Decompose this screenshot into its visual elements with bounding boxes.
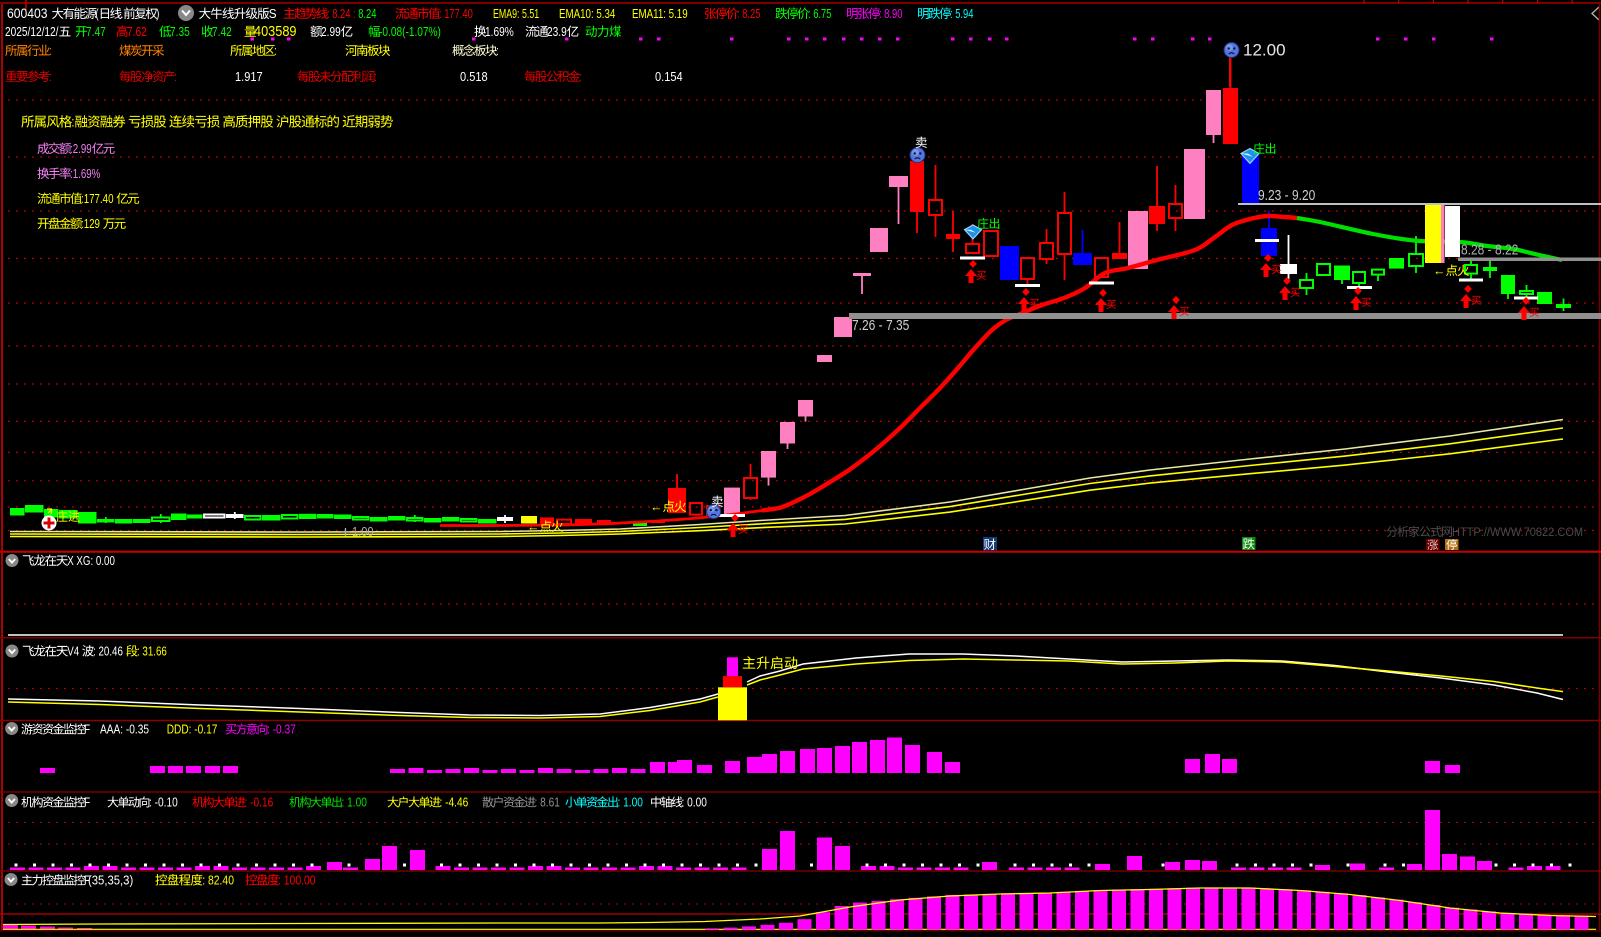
svg-text::129: :129	[81, 218, 103, 232]
svg-text:AAA: -0.35: AAA: -0.35	[100, 722, 149, 736]
svg-text:←: ←	[650, 500, 663, 514]
svg-text:0.518: 0.518	[460, 69, 488, 84]
svg-text:EMA10: 5.34: EMA10: 5.34	[559, 8, 616, 22]
svg-text::2.99: :2.99	[70, 143, 92, 157]
svg-text:: 6.75: : 6.75	[808, 8, 831, 22]
svg-text:.: .	[121, 8, 124, 22]
svg-text:V4: V4	[67, 645, 82, 659]
svg-text:: -4.46: : -4.46	[440, 795, 469, 809]
svg-text:7.42: 7.42	[212, 25, 232, 39]
svg-text::: :	[274, 44, 277, 58]
svg-text:: 82.40: : 82.40	[202, 873, 234, 887]
svg-text:9.23 - 9.20: 9.23 - 9.20	[1258, 187, 1316, 204]
svg-text:-0.08(-1.07%): -0.08(-1.07%)	[379, 25, 441, 39]
svg-text::: :	[71, 114, 74, 129]
svg-text:1.00: 1.00	[352, 524, 374, 539]
svg-text::: :	[350, 8, 358, 22]
svg-text:DDD: -0.17: DDD: -0.17	[167, 722, 218, 736]
svg-text::: :	[49, 70, 52, 84]
svg-text:: 5.94: : 5.94	[950, 8, 973, 22]
svg-text:: 8.25: : 8.25	[737, 8, 760, 22]
svg-text::: :	[579, 70, 582, 84]
svg-text:7.26 - 7.35: 7.26 - 7.35	[852, 317, 909, 334]
svg-text:←: ←	[527, 520, 540, 534]
svg-text:HTTP://WWW.70822.COM: HTTP://WWW.70822.COM	[1452, 527, 1583, 539]
svg-text:: 100.00: : 100.00	[278, 873, 316, 887]
svg-text:: 8.90: : 8.90	[879, 8, 902, 22]
svg-text:: -0.16: : -0.16	[245, 795, 274, 809]
svg-text:): )	[156, 8, 159, 22]
svg-text::177.40: :177.40	[81, 193, 116, 207]
svg-text:0.154: 0.154	[655, 69, 683, 84]
svg-text:: -0.10: : -0.10	[149, 795, 178, 809]
svg-text:(35,35,3): (35,35,3)	[88, 873, 133, 888]
svg-text:: 177.40: : 177.40	[439, 8, 473, 22]
svg-text:←: ←	[1433, 264, 1446, 278]
svg-text::: :	[374, 70, 377, 84]
svg-text:EMA11: 5.19: EMA11: 5.19	[632, 8, 688, 22]
svg-text:: 31.66: : 31.66	[137, 645, 167, 659]
svg-text::: :	[49, 44, 52, 58]
svg-text:1.69%: 1.69%	[485, 25, 514, 39]
svg-text:: 8.24: : 8.24	[327, 8, 350, 22]
svg-text:8.24: 8.24	[358, 8, 376, 22]
svg-text:: -0.37: : -0.37	[267, 722, 296, 736]
svg-text:600403: 600403	[7, 5, 48, 21]
svg-text:7.47: 7.47	[86, 25, 106, 39]
svg-text:(: (	[96, 8, 99, 22]
svg-text:: 1.00: : 1.00	[342, 795, 368, 809]
svg-text::: :	[174, 70, 177, 84]
svg-text:12.00: 12.00	[1243, 41, 1286, 60]
svg-text::1.69%: :1.69%	[70, 168, 100, 182]
svg-text:: 1.00: : 1.00	[618, 795, 644, 809]
svg-text:1.917: 1.917	[235, 69, 263, 84]
svg-text:7.35: 7.35	[170, 25, 190, 39]
svg-text:EMA9: 5.51: EMA9: 5.51	[493, 7, 539, 21]
svg-text:X XG: 0.00: X XG: 0.00	[67, 555, 115, 569]
svg-text:F: F	[84, 873, 90, 887]
svg-text:7.62: 7.62	[127, 25, 147, 39]
svg-text::: :	[496, 44, 499, 58]
svg-text:403589: 403589	[254, 22, 297, 39]
svg-text:F: F	[84, 722, 90, 736]
svg-text:23.9: 23.9	[547, 25, 567, 39]
svg-text:S: S	[269, 6, 277, 21]
svg-text:: 0.00: : 0.00	[682, 795, 708, 809]
svg-text:F: F	[84, 795, 90, 809]
svg-text:2025/12/12/: 2025/12/12/	[5, 25, 59, 39]
svg-text:2.99: 2.99	[321, 25, 341, 39]
svg-text:8.28 - 8.22: 8.28 - 8.22	[1461, 241, 1518, 258]
svg-text:: 8.61: : 8.61	[535, 795, 560, 809]
svg-text:: 20.46: : 20.46	[93, 645, 126, 659]
